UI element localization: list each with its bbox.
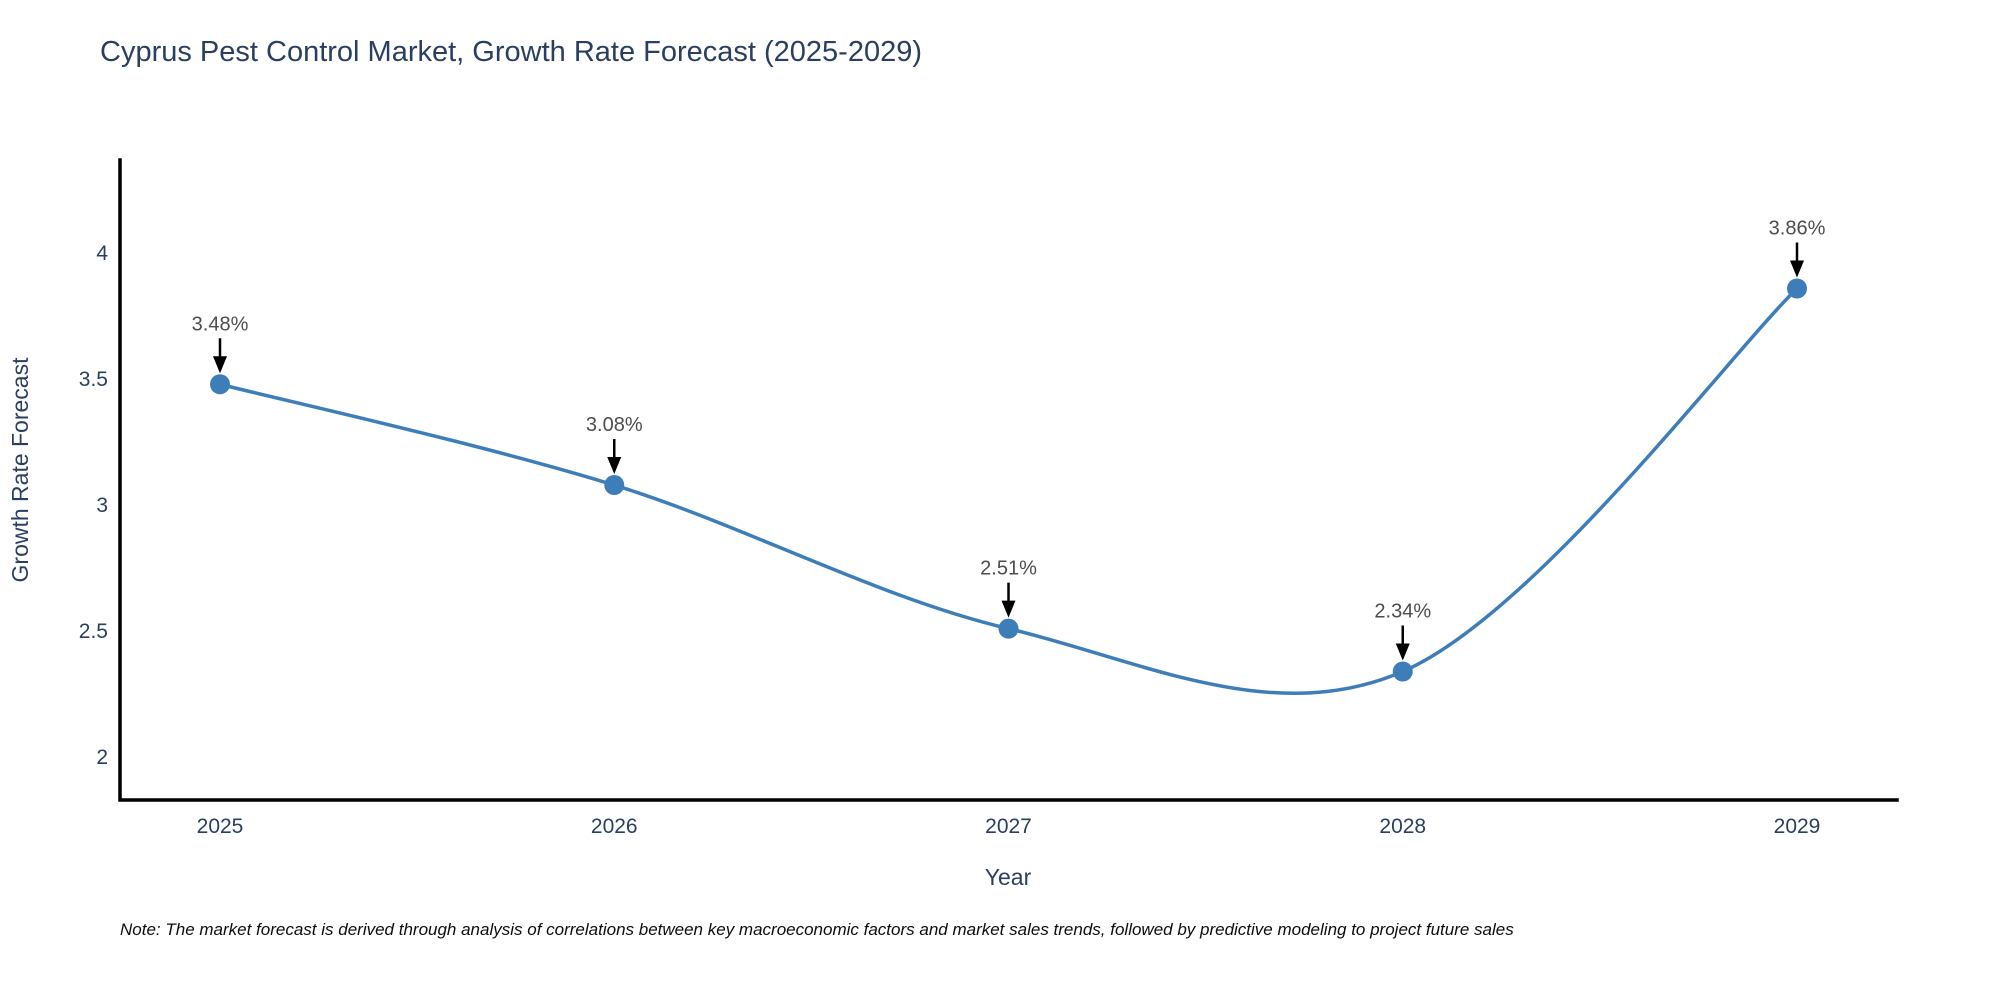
y-tick-label: 4 [96,242,108,265]
footnote: Note: The market forecast is derived thr… [120,920,1514,939]
annotation-arrowhead [607,457,622,475]
x-tick-label: 2028 [1379,815,1426,838]
y-tick-label: 3.5 [79,368,108,391]
x-tick-label: 2029 [1774,815,1821,838]
annotation-arrowhead [1001,600,1016,618]
axis-lines [118,158,1899,802]
x-tick-label: 2026 [591,815,638,838]
y-tick-label: 3 [96,494,108,517]
plot-layer: 2 2.5 3 3.5 4 2025 2026 2027 2028 2029 3.48% 3.08% 2… [79,158,1899,838]
x-axis-title: Year [985,864,1032,890]
y-axis-title: Growth Rate Forecast [7,357,33,583]
data-point [998,618,1019,639]
data-point [1787,278,1807,299]
data-point [604,475,625,496]
x-tick-label: 2025 [197,815,244,838]
point-label: 2.51% [980,558,1037,580]
annotation-arrowhead [1395,643,1410,661]
data-point [1392,661,1413,682]
data-point [210,374,230,395]
annotation-arrowhead [213,356,227,374]
point-label: 3.08% [586,414,643,436]
x-tick-label: 2027 [985,815,1032,838]
point-label: 3.48% [192,313,249,335]
y-tick-label: 2.5 [79,620,108,643]
point-label: 2.34% [1374,600,1431,622]
point-label: 3.86% [1769,218,1826,240]
y-tick-label: 2 [96,746,108,769]
annotation-arrowhead [1790,260,1804,278]
chart-title: Cyprus Pest Control Market, Growth Rate … [100,36,922,68]
